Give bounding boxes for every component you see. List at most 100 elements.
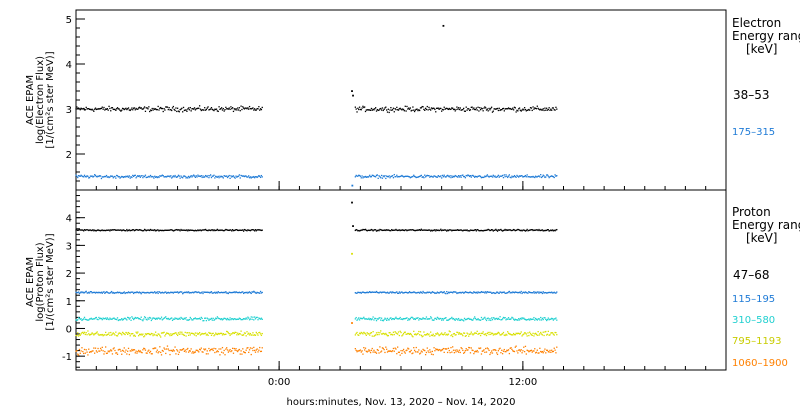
data-point [210,229,213,231]
data-point [181,349,183,351]
data-point [207,334,209,337]
data-point [413,291,416,293]
data-point [222,107,224,110]
data-point [398,334,401,337]
data-point [252,107,254,109]
data-point [418,330,420,333]
data-point [396,291,398,293]
data-point [129,350,131,352]
data-point [423,349,425,351]
data-point [127,291,130,293]
data-point [433,175,435,177]
series-1-3 [75,252,558,338]
data-point [110,229,112,231]
data-point [395,348,397,350]
data-point [503,110,505,112]
data-point [79,109,81,111]
data-point [457,292,459,294]
data-point [193,174,195,176]
data-point [490,229,493,231]
data-point [408,333,411,336]
data-point [474,108,476,111]
data-point [162,318,164,320]
data-point [464,350,467,352]
data-point [164,348,166,350]
data-point [549,334,551,336]
data-point [211,332,213,335]
data-point [122,229,125,231]
data-point [99,175,102,177]
data-point [498,292,500,294]
data-point [127,331,130,334]
data-point [407,108,409,110]
data-point [354,334,356,336]
data-point [172,349,175,351]
data-point [483,333,485,335]
data-point [85,106,87,109]
data-point [143,336,145,338]
data-point [410,292,412,294]
data-point [551,175,554,178]
data-point [356,111,358,113]
data-point [151,291,153,293]
data-point [169,229,171,231]
data-point [541,292,544,295]
bottom-legend: Proton Energy range [keV] 47–68 115–195 … [732,205,800,369]
data-point [429,176,431,178]
data-point [502,176,505,179]
data-point [146,291,148,294]
data-point [375,107,377,109]
data-point [164,109,166,111]
data-point [442,319,445,321]
data-point [461,319,463,321]
data-point [462,291,464,293]
data-point [402,318,404,321]
data-point [159,107,161,109]
data-point [510,333,512,336]
data-point [229,317,231,319]
data-point [112,348,114,350]
data-point [220,175,223,177]
data-point [481,318,483,320]
data-point [487,291,489,293]
data-point [110,331,112,334]
data-point [438,108,440,110]
data-point [534,319,536,321]
data-point [464,177,467,179]
data-point [386,348,388,350]
data-point [457,107,460,109]
data-point [233,318,235,320]
data-point [126,108,128,111]
data-point [116,108,118,110]
data-point [531,292,533,294]
data-point [203,348,205,350]
data-point [107,318,109,320]
data-point [220,318,223,320]
data-point [242,292,245,295]
data-point [248,177,251,179]
data-point [474,108,477,111]
data-point [198,229,200,232]
data-point [116,335,118,337]
data-point [187,291,190,293]
data-point [237,107,239,109]
data-point [402,333,405,335]
data-point [77,107,79,110]
data-point [194,176,197,178]
data-point [238,229,241,231]
data-point [250,177,252,179]
data-point [396,106,398,109]
data-point [408,175,410,178]
data-point [471,349,473,351]
data-point [251,229,253,231]
data-point [254,292,257,294]
data-point [501,319,503,321]
data-point [526,228,528,231]
data-point [551,109,553,111]
data-point [193,318,195,320]
data-point [551,292,554,294]
data-point [429,335,431,337]
data-point [128,318,131,320]
bottom-legend-title-2: Energy range [732,218,800,232]
data-point [121,107,124,110]
